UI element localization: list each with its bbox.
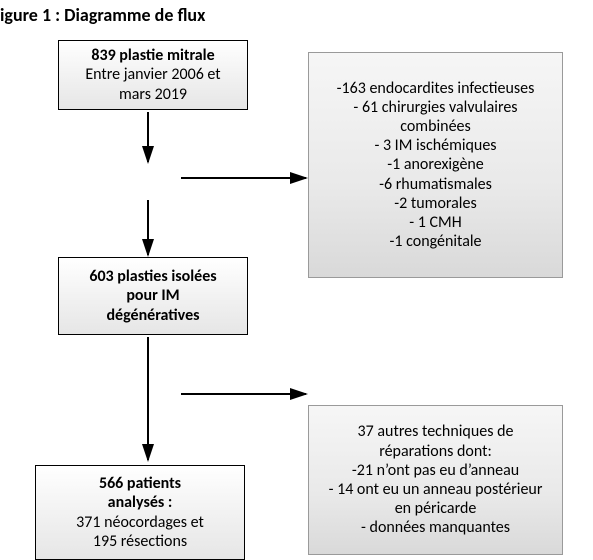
figure-title: igure 1 : Diagramme de flux — [0, 4, 205, 26]
box-exclusions-1: -163 endocardites infectieuses- 61 chiru… — [308, 52, 563, 278]
box-line: dégénératives — [106, 306, 199, 325]
flow-diagram: igure 1 : Diagramme de flux 839 plastie … — [0, 0, 593, 560]
box-line: analysés : — [108, 493, 173, 512]
box-exclusions-2: 37 autres techniques deréparations dont:… — [308, 405, 563, 555]
box-line: 195 résections — [93, 532, 187, 551]
box-line: - données manquantes — [361, 518, 510, 537]
box-line: 566 patients — [99, 474, 181, 493]
box-initial-cohort: 839 plastie mitraleEntre janvier 2006 et… — [58, 40, 248, 110]
box-line: pour IM — [126, 286, 179, 305]
box-line: mars 2019 — [119, 85, 187, 104]
box-line: -6 rhumatismales — [379, 175, 492, 194]
box-line: - 14 ont eu un anneau postérieur — [329, 480, 543, 499]
box-line: - 3 IM ischémiques — [374, 136, 496, 155]
box-line: réparations dont: — [379, 442, 492, 461]
box-isolated-plasties: 603 plasties isoléespour IMdégénératives — [58, 257, 248, 335]
box-line: - 1 CMH — [409, 213, 461, 232]
box-line: en péricarde — [395, 499, 477, 518]
box-line: -2 tumorales — [394, 194, 476, 213]
box-line: -21 n’ont pas eu d’anneau — [352, 461, 519, 480]
box-line: 603 plasties isolées — [89, 267, 216, 286]
box-line: Entre janvier 2006 et — [85, 65, 220, 84]
box-line: -1 anorexigène — [387, 155, 484, 174]
box-line: 37 autres techniques de — [358, 422, 514, 441]
box-line: 371 néocordages et — [76, 513, 204, 532]
box-line: combinées — [400, 117, 471, 136]
box-line: -1 congénitale — [390, 232, 482, 251]
box-line: 839 plastie mitrale — [91, 46, 214, 65]
box-line: - 61 chirurgies valvulaires — [353, 98, 517, 117]
box-analysed-patients: 566 patientsanalysés :371 néocordages et… — [35, 465, 245, 560]
box-line: -163 endocardites infectieuses — [337, 79, 535, 98]
